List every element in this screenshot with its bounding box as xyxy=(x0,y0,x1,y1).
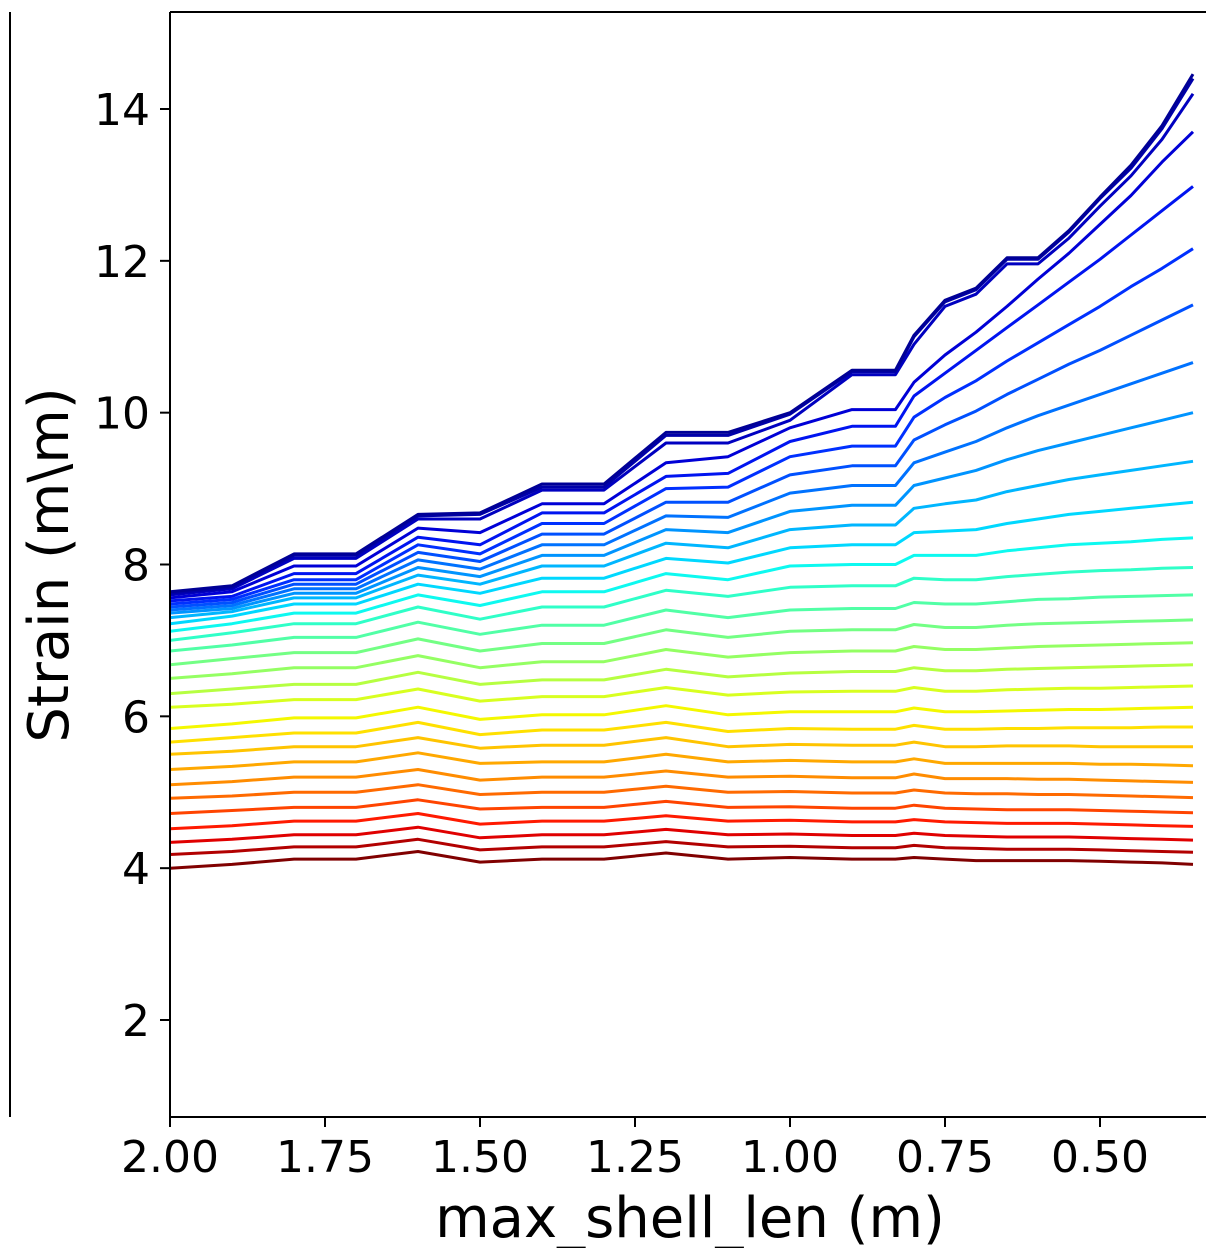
series-line-21 xyxy=(170,411,1194,615)
y-tick-label: 10 xyxy=(94,389,150,440)
x-ticks: 2.00 1.75 1.50 1.25 1.00 0.75 0.50 xyxy=(121,1117,1149,1183)
series-line-17 xyxy=(170,566,1194,642)
x-tick-label: 1.00 xyxy=(741,1132,839,1183)
series-line-23 xyxy=(170,303,1194,609)
y-tick-label: 4 xyxy=(122,844,150,895)
series-line-25 xyxy=(170,185,1194,603)
series-line-22 xyxy=(170,361,1194,612)
y-tick-label: 12 xyxy=(94,237,150,288)
y-tick-label: 14 xyxy=(94,85,150,136)
series-line-2 xyxy=(170,837,1194,856)
series-line-26 xyxy=(170,130,1195,600)
series-line-29 xyxy=(170,73,1195,594)
series-line-4 xyxy=(170,812,1194,831)
x-tick-label: 0.50 xyxy=(1051,1132,1149,1183)
series-lines xyxy=(170,73,1195,870)
series-line-7 xyxy=(170,768,1194,787)
series-line-8 xyxy=(170,751,1194,771)
y-ticks: 2 4 6 8 10 12 14 xyxy=(94,85,170,1047)
series-line-27 xyxy=(170,92,1195,597)
x-tick-label: 2.00 xyxy=(121,1132,219,1183)
y-axis-title: Strain (m\m) xyxy=(17,387,82,742)
series-line-24 xyxy=(170,247,1194,606)
series-line-16 xyxy=(170,593,1194,653)
x-tick-label: 1.50 xyxy=(431,1132,529,1183)
series-line-3 xyxy=(170,825,1194,844)
series-line-5 xyxy=(170,798,1194,815)
series-line-13 xyxy=(170,663,1194,696)
x-tick-label: 1.25 xyxy=(586,1132,684,1183)
y-tick-label: 8 xyxy=(122,541,150,592)
series-line-10 xyxy=(170,720,1193,744)
series-line-15 xyxy=(170,618,1194,667)
x-axis-title: max_shell_len (m) xyxy=(435,1186,945,1248)
series-line-19 xyxy=(170,500,1194,626)
x-tick-label: 1.75 xyxy=(276,1132,374,1183)
y-tick-label: 2 xyxy=(122,996,150,1047)
series-line-18 xyxy=(170,536,1194,633)
series-line-20 xyxy=(170,459,1194,620)
y-tick-label: 6 xyxy=(122,692,150,743)
series-line-14 xyxy=(170,641,1194,680)
series-line-1 xyxy=(170,850,1194,870)
series-line-6 xyxy=(170,783,1194,800)
series-line-12 xyxy=(170,684,1194,709)
x-tick-label: 0.75 xyxy=(896,1132,994,1183)
series-line-9 xyxy=(170,736,1193,756)
series-line-11 xyxy=(170,704,1194,730)
